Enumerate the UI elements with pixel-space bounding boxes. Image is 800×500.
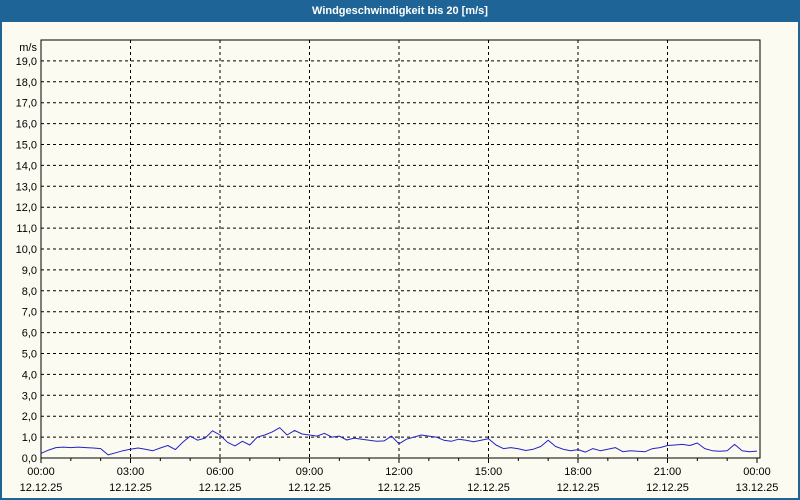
title-bar: Windgeschwindigkeit bis 20 [m/s] (0, 0, 800, 22)
x-tick-date-label: 13.12.25 (736, 482, 779, 494)
plot-border (40, 39, 761, 459)
y-tick-label: 15,0 (16, 140, 37, 152)
y-tick-label: 17,0 (16, 98, 37, 110)
x-tick-date-label: 12.12.25 (467, 482, 510, 494)
y-axis-unit-label: m/s (19, 42, 37, 54)
y-tick-label: 19,0 (16, 56, 37, 68)
y-tick-label: 3,0 (22, 390, 37, 402)
wind-speed-line (40, 427, 758, 456)
x-tick-date-label: 12.12.25 (557, 482, 600, 494)
y-tick-label: 10,0 (16, 244, 37, 256)
x-tick-time-label: 09:00 (296, 466, 324, 478)
x-tick-time-label: 06:00 (206, 466, 234, 478)
y-tick-label: 14,0 (16, 160, 37, 172)
y-tick-label: 8,0 (22, 286, 37, 298)
x-tick-time-label: 15:00 (475, 466, 503, 478)
y-tick-label: 12,0 (16, 202, 37, 214)
y-tick-label: 0,0 (22, 453, 37, 465)
x-tick-time-label: 21:00 (654, 466, 682, 478)
x-tick-time-label: 18:00 (564, 466, 592, 478)
x-tick-time-label: 12:00 (385, 466, 413, 478)
x-tick-time-label: 00:00 (27, 466, 55, 478)
y-tick-label: 6,0 (22, 328, 37, 340)
y-tick-label: 9,0 (22, 265, 37, 277)
chart-area: 0,0 1,0 2,0 3,0 4,0 5,0 6,0 7,0 8,0 9,0 10,0 11,0 12… (2, 22, 798, 498)
y-tick-label: 2,0 (22, 411, 37, 423)
x-tick-time-label: 00:00 (743, 466, 771, 478)
x-tick-date-label: 12.12.25 (378, 482, 421, 494)
x-tick-date-label: 12.12.25 (288, 482, 331, 494)
y-tick-label: 18,0 (16, 77, 37, 89)
wind-speed-chart: 0,0 1,0 2,0 3,0 4,0 5,0 6,0 7,0 8,0 9,0 10,0 11,0 12… (16, 39, 779, 494)
y-tick-label: 11,0 (16, 223, 37, 235)
x-tick-date-label: 12.12.25 (199, 482, 242, 494)
y-tick-label: 1,0 (22, 432, 37, 444)
x-tick-date-label: 12.12.25 (646, 482, 689, 494)
y-tick-label: 16,0 (16, 119, 37, 131)
x-tick-date-label: 12.12.25 (20, 482, 63, 494)
y-tick-label: 13,0 (16, 181, 37, 193)
y-tick-label: 7,0 (22, 307, 37, 319)
x-tick-time-label: 03:00 (117, 466, 145, 478)
chart-title: Windgeschwindigkeit bis 20 [m/s] (312, 5, 488, 17)
y-tick-label: 5,0 (22, 349, 37, 361)
y-tick-label: 4,0 (22, 369, 37, 381)
x-tick-date-label: 12.12.25 (109, 482, 152, 494)
